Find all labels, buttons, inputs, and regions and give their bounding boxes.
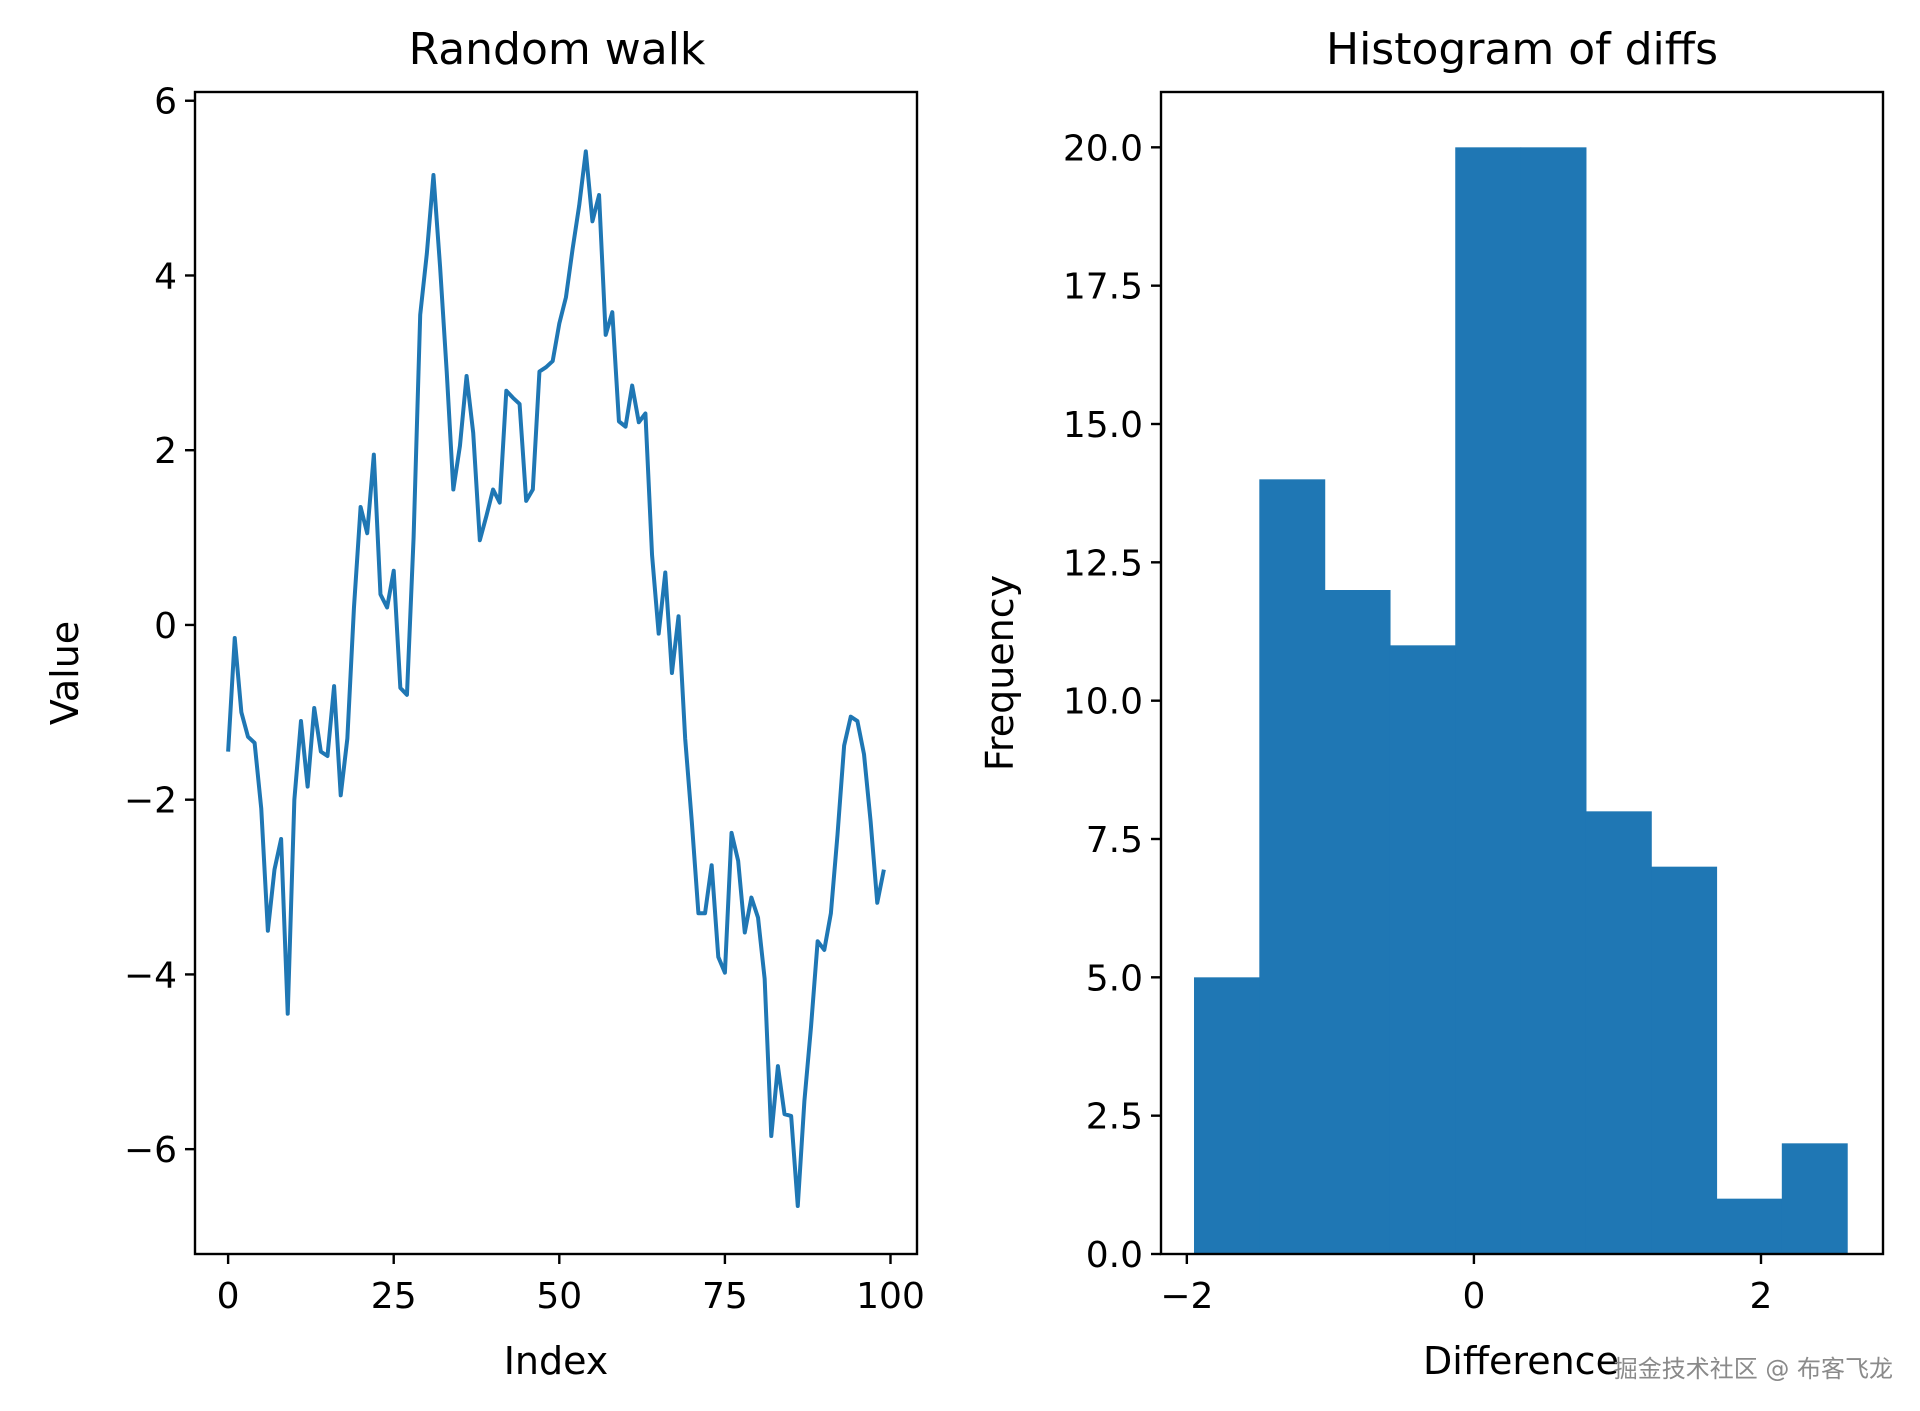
random-walk-x-tick-label: 0 xyxy=(217,1276,240,1317)
random-walk-y-ticks: −6 −4 −2 0 2 4 6 xyxy=(124,82,195,1171)
histogram-title: Histogram of diffs xyxy=(1326,24,1718,75)
random-walk-x-tick-label: 50 xyxy=(536,1276,582,1317)
histogram-y-tick-label: 10.0 xyxy=(1063,682,1143,723)
histogram-y-axis-label: Frequency xyxy=(978,575,1022,771)
histogram-bar xyxy=(1194,977,1260,1254)
random-walk-line xyxy=(226,149,886,1208)
random-walk-x-axis-label: Index xyxy=(504,1339,609,1383)
histogram-bar xyxy=(1455,147,1522,1255)
histogram-bar xyxy=(1585,811,1652,1254)
random-walk-y-tick-label: 2 xyxy=(154,431,177,472)
histogram-y-tick-label: 20.0 xyxy=(1063,128,1143,169)
random-walk-y-tick-label: 0 xyxy=(154,606,177,647)
histogram-x-axis-label: Difference xyxy=(1423,1339,1619,1383)
histogram-bar xyxy=(1259,479,1326,1255)
histogram-bar xyxy=(1324,590,1391,1254)
histogram-y-tick-label: 5.0 xyxy=(1086,958,1143,999)
random-walk-y-tick-label: 6 xyxy=(154,82,177,123)
histogram-x-ticks: −2 0 2 xyxy=(1160,1254,1772,1317)
random-walk-y-tick-label: −2 xyxy=(124,781,177,822)
random-walk-axes-frame xyxy=(193,90,919,1256)
histogram-x-tick-label: 2 xyxy=(1750,1276,1773,1317)
histogram-subplot: Histogram of diffs −2 0 2 0.0 2.5 5.0 7.5 10.0… xyxy=(978,24,1885,1383)
random-walk-y-tick-label: −6 xyxy=(124,1130,177,1171)
histogram-bar xyxy=(1389,645,1456,1254)
histogram-y-tick-label: 2.5 xyxy=(1086,1097,1143,1138)
random-walk-x-tick-label: 100 xyxy=(856,1276,925,1317)
histogram-bar xyxy=(1520,147,1587,1255)
random-walk-x-ticks: 0 25 50 75 100 xyxy=(217,1254,925,1317)
random-walk-x-tick-label: 75 xyxy=(702,1276,748,1317)
histogram-x-tick-label: 0 xyxy=(1462,1276,1485,1317)
histogram-y-tick-label: 7.5 xyxy=(1086,820,1143,861)
random-walk-y-axis-label: Value xyxy=(43,621,87,725)
histogram-y-tick-label: 15.0 xyxy=(1063,405,1143,446)
watermark-text: 掘金技术社区 @ 布客飞龙 xyxy=(1614,1355,1893,1383)
random-walk-y-tick-label: 4 xyxy=(154,256,177,297)
random-walk-title: Random walk xyxy=(409,24,706,75)
histogram-y-ticks: 0.0 2.5 5.0 7.5 10.0 12.5 15.0 17.5 20.0 xyxy=(1063,128,1161,1276)
random-walk-y-tick-label: −4 xyxy=(124,955,177,996)
random-walk-x-tick-label: 25 xyxy=(371,1276,417,1317)
histogram-y-tick-label: 12.5 xyxy=(1063,543,1143,584)
histogram-x-tick-label: −2 xyxy=(1160,1276,1213,1317)
histogram-bar xyxy=(1651,866,1718,1254)
histogram-axes-frame xyxy=(1159,90,1885,1256)
histogram-y-tick-label: 17.5 xyxy=(1063,267,1143,308)
histogram-bar xyxy=(1716,1198,1783,1254)
random-walk-plot-area xyxy=(226,149,886,1208)
histogram-bar xyxy=(1781,1143,1848,1254)
histogram-y-tick-label: 0.0 xyxy=(1086,1235,1143,1276)
histogram-plot-area xyxy=(1194,147,1848,1255)
